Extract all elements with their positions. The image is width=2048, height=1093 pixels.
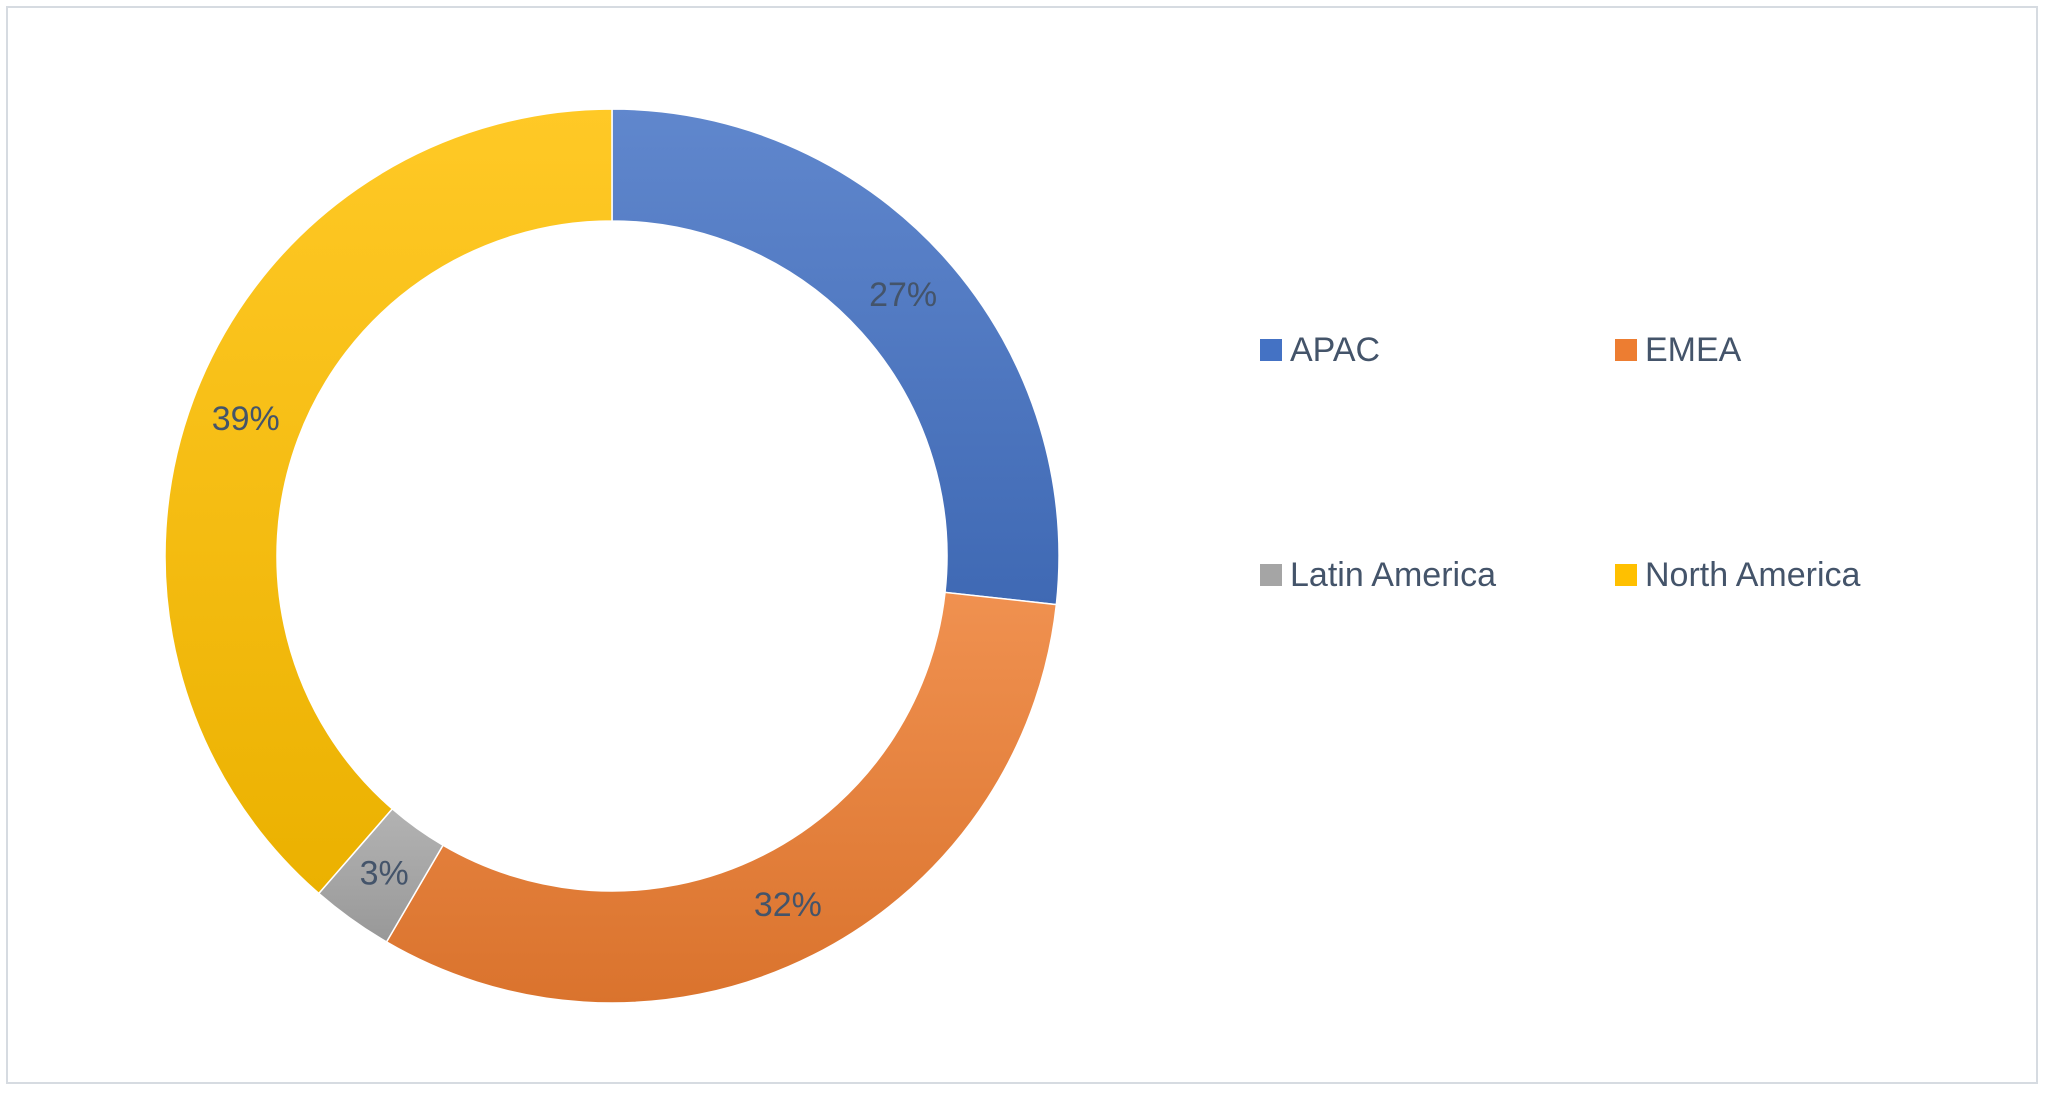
data-label-latin-america: 3% [360, 855, 409, 893]
legend-swatch-emea [1615, 339, 1637, 361]
legend-item-emea[interactable]: EMEA [1615, 330, 1900, 370]
legend-item-latin-america[interactable]: Latin America [1260, 555, 1615, 595]
legend-item-north-america[interactable]: North America [1615, 555, 1900, 595]
legend-label-north-america: North America [1645, 555, 1861, 594]
legend-label-emea: EMEA [1645, 330, 1742, 369]
donut-slice-north-america[interactable] [164, 108, 613, 895]
donut-slices [164, 108, 1060, 1004]
legend-label-latin-america: Latin America [1290, 555, 1496, 594]
legend-swatch-north-america [1615, 564, 1637, 586]
data-label-north-america: 39% [212, 400, 280, 438]
data-label-emea: 32% [754, 886, 822, 924]
legend-swatch-apac [1260, 339, 1282, 361]
legend-swatch-latin-america [1260, 564, 1282, 586]
donut-slice-apac[interactable] [611, 108, 1060, 606]
chart-legend: APAC EMEA Latin America North America [1260, 330, 1900, 595]
donut-data-labels: 27% 32% 3% 39% [212, 276, 937, 924]
data-label-apac: 27% [869, 276, 937, 314]
donut-slice-emea[interactable] [385, 591, 1058, 1004]
legend-label-apac: APAC [1290, 330, 1381, 369]
legend-item-apac[interactable]: APAC [1260, 330, 1615, 370]
